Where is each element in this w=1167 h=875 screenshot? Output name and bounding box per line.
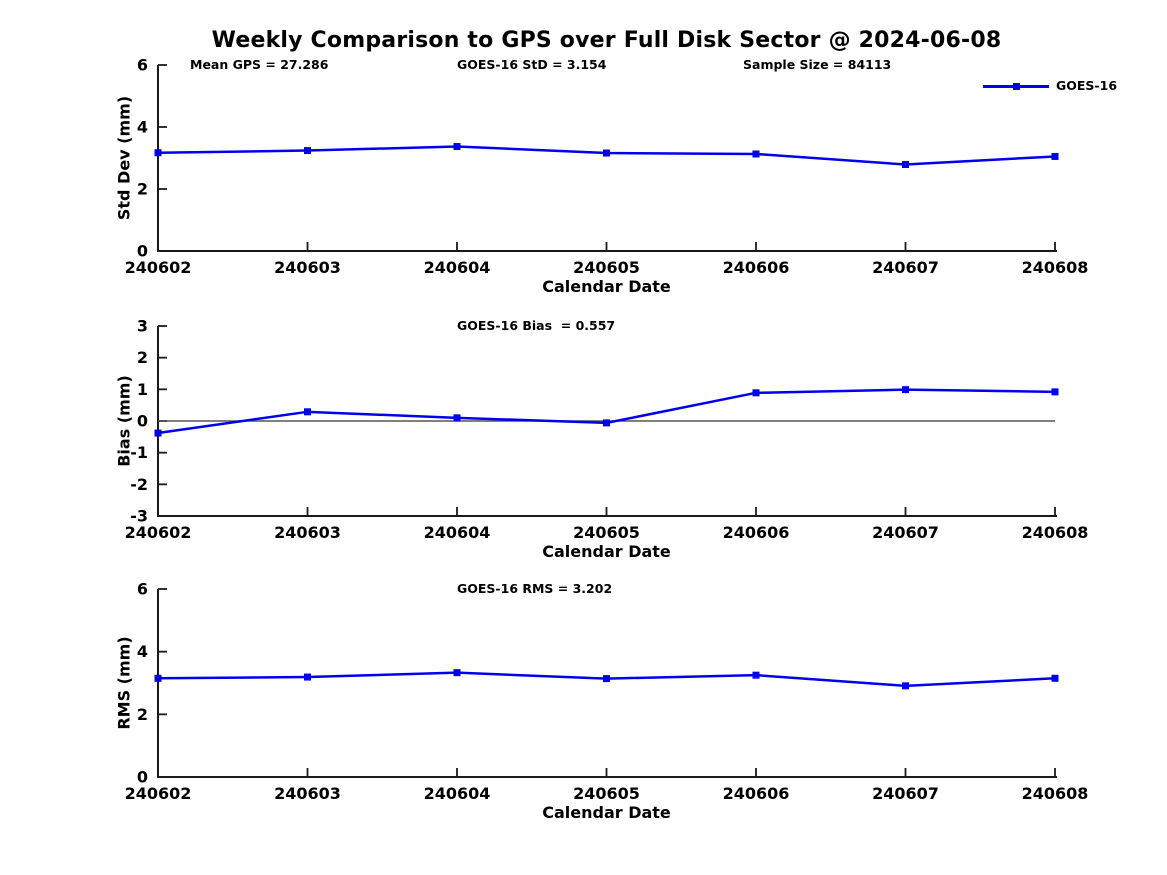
legend-marker-icon bbox=[1013, 83, 1020, 90]
annotation-sample-size: Sample Size = 84113 bbox=[743, 57, 892, 72]
annotation-goes16-std: GOES-16 StD = 3.154 bbox=[457, 57, 607, 72]
rms-x-tick-label: 240608 bbox=[1022, 784, 1089, 803]
bias-y-tick-label: 2 bbox=[137, 348, 148, 367]
rms-data-point-marker bbox=[603, 675, 610, 683]
std-dev-data-point-marker bbox=[902, 161, 909, 169]
rms-x-tick-label: 240606 bbox=[723, 784, 790, 803]
bias-x-tick-label: 240602 bbox=[125, 523, 192, 542]
bias-x-axis-label: Calendar Date bbox=[542, 542, 671, 561]
bias-y-tick-label: -2 bbox=[130, 475, 148, 494]
bias-y-tick-label: -3 bbox=[130, 507, 148, 526]
std-dev-x-tick-label: 240608 bbox=[1022, 258, 1089, 277]
rms-y-tick-label: 2 bbox=[137, 705, 148, 724]
std-dev-data-point-marker bbox=[1051, 152, 1059, 160]
bias-x-tick-label: 240608 bbox=[1022, 523, 1089, 542]
std-dev-y-tick-label: 6 bbox=[137, 56, 148, 75]
rms-data-point-marker bbox=[304, 673, 311, 681]
legend-series-label: GOES-16 bbox=[1056, 78, 1118, 93]
bias-data-point-marker bbox=[603, 419, 610, 427]
rms-x-tick-label: 240604 bbox=[424, 784, 491, 803]
bias-y-tick-label: 3 bbox=[137, 317, 148, 336]
rms-x-tick-label: 240603 bbox=[274, 784, 341, 803]
std-dev-y-tick-label: 2 bbox=[137, 180, 148, 199]
annotation-goes16-bias: GOES-16 Bias = 0.557 bbox=[457, 318, 616, 333]
std-dev-x-tick-label: 240602 bbox=[125, 258, 192, 277]
std-dev-data-point-marker bbox=[603, 149, 610, 157]
rms-data-point-marker bbox=[902, 682, 909, 690]
std-dev-x-tick-label: 240605 bbox=[573, 258, 640, 277]
std-dev-x-tick-label: 240607 bbox=[872, 258, 939, 277]
rms-x-tick-label: 240605 bbox=[573, 784, 640, 803]
bias-data-point-marker bbox=[304, 408, 311, 416]
std-dev-x-tick-label: 240603 bbox=[274, 258, 341, 277]
bias-data-point-marker bbox=[902, 386, 909, 394]
std-dev-x-tick-label: 240604 bbox=[424, 258, 491, 277]
std-dev-y-tick-label: 0 bbox=[137, 242, 148, 261]
bias-data-point-marker bbox=[752, 389, 760, 397]
rms-y-tick-label: 6 bbox=[137, 580, 148, 599]
bias-x-tick-label: 240604 bbox=[424, 523, 491, 542]
bias-data-point-marker bbox=[453, 414, 461, 422]
stddev-y-axis-label: Std Dev (mm) bbox=[114, 95, 134, 221]
rms-y-tick-label: 0 bbox=[137, 768, 148, 787]
rms-x-axis-label: Calendar Date bbox=[542, 803, 671, 822]
std-dev-data-point-marker bbox=[752, 150, 760, 158]
bias-data-line bbox=[156, 388, 1057, 435]
bias-data-point-marker bbox=[154, 429, 162, 437]
std-dev-x-tick-label: 240606 bbox=[723, 258, 790, 277]
rms-y-axis-label: RMS (mm) bbox=[114, 636, 134, 730]
figure-title: Weekly Comparison to GPS over Full Disk … bbox=[211, 28, 1002, 53]
bias-y-tick-label: 1 bbox=[137, 380, 148, 399]
std-dev-data-point-marker bbox=[304, 147, 311, 155]
rms-data-point-marker bbox=[752, 671, 760, 679]
std-dev-data-point-marker bbox=[154, 149, 162, 157]
annotation-goes16-rms: GOES-16 RMS = 3.202 bbox=[457, 581, 613, 596]
bias-y-axis-label: Bias (mm) bbox=[114, 375, 134, 467]
rms-x-tick-label: 240602 bbox=[125, 784, 192, 803]
stddev-x-axis-label: Calendar Date bbox=[542, 277, 671, 296]
rms-x-tick-label: 240607 bbox=[872, 784, 939, 803]
rms-data-point-marker bbox=[1051, 674, 1059, 682]
bias-x-tick-label: 240607 bbox=[872, 523, 939, 542]
annotation-mean-gps: Mean GPS = 27.286 bbox=[190, 57, 329, 72]
std-dev-y-tick-label: 4 bbox=[137, 118, 148, 137]
std-dev-data-point-marker bbox=[453, 143, 461, 151]
bias-x-tick-label: 240606 bbox=[723, 523, 790, 542]
bias-x-tick-label: 240603 bbox=[274, 523, 341, 542]
rms-y-tick-label: 4 bbox=[137, 642, 148, 661]
bias-y-tick-label: -1 bbox=[130, 443, 148, 462]
bias-data-point-marker bbox=[1051, 388, 1059, 396]
bias-y-tick-label: 0 bbox=[137, 412, 148, 431]
rms-data-point-marker bbox=[453, 669, 461, 677]
rms-data-point-marker bbox=[154, 674, 162, 682]
bias-x-tick-label: 240605 bbox=[573, 523, 640, 542]
